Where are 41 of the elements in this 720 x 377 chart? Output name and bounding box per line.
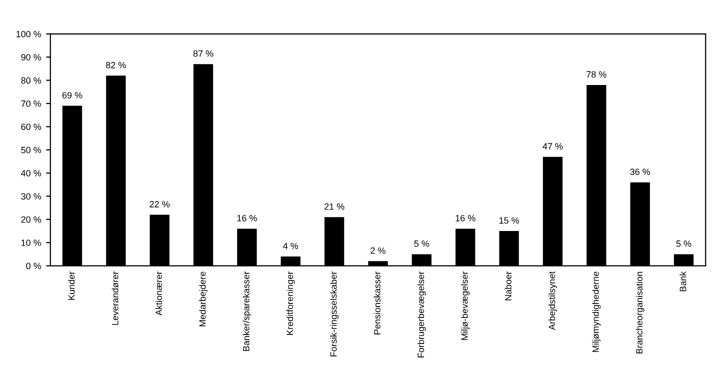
x-tick-label: Brancheorganisation: [636, 272, 644, 354]
x-tick-label: Pensionskasser: [374, 271, 380, 334]
x-tick-label: Kunder: [68, 271, 75, 300]
y-tick-label: 60 %: [21, 124, 42, 130]
data-label: 47 %: [542, 143, 563, 150]
x-tick-label: Bank: [680, 271, 686, 292]
data-label: 4 %: [283, 242, 298, 250]
x-tick-label: Naboer: [504, 271, 512, 300]
data-label: 87 %: [193, 50, 214, 57]
x-tick-label: Banker/sparekasser: [242, 271, 252, 351]
x-tick-label: Leverandører: [112, 271, 118, 325]
data-label: 16 %: [456, 214, 476, 222]
y-tick-label: 80 %: [21, 77, 42, 84]
data-label: 82 %: [106, 62, 126, 68]
x-tick-label: Forbrugerbevægelser: [417, 271, 426, 358]
data-label: 15 %: [499, 217, 520, 224]
y-tick-label: 90 %: [21, 54, 42, 60]
y-tick-label: 70 %: [21, 100, 42, 107]
data-label: 5 %: [676, 240, 692, 247]
y-tick-label: 10 %: [21, 240, 42, 246]
y-tick-label: 40 %: [21, 170, 42, 176]
data-label: 2 %: [370, 247, 386, 254]
data-label: 78 %: [586, 71, 606, 78]
data-label: 22 %: [150, 201, 170, 208]
x-tick-label: Miljø-bevægelser: [461, 271, 470, 340]
x-tick-label: Medarbejdere: [199, 272, 208, 326]
y-tick-label: 50 %: [21, 146, 42, 154]
y-tick-label: 20 %: [21, 216, 42, 223]
y-tick-label: 30 %: [21, 193, 42, 200]
x-tick-label: Miljømyndighederne: [592, 272, 601, 352]
y-tick-label: 0 %: [26, 262, 42, 270]
data-label: 69 %: [62, 92, 82, 98]
data-label: 36 %: [630, 168, 650, 175]
x-tick-label: Arbejdstilsynet: [548, 271, 557, 330]
data-label: 5 %: [414, 240, 430, 247]
y-tick-label: 100 %: [16, 30, 42, 38]
x-tick-label: Aktionærer: [155, 271, 162, 316]
data-label: 16 %: [237, 214, 257, 222]
data-label: 21 %: [324, 203, 344, 210]
x-tick-label: Forsik-ringsselskaber: [330, 271, 339, 356]
x-tick-label: Kreditforeninger: [286, 271, 295, 335]
